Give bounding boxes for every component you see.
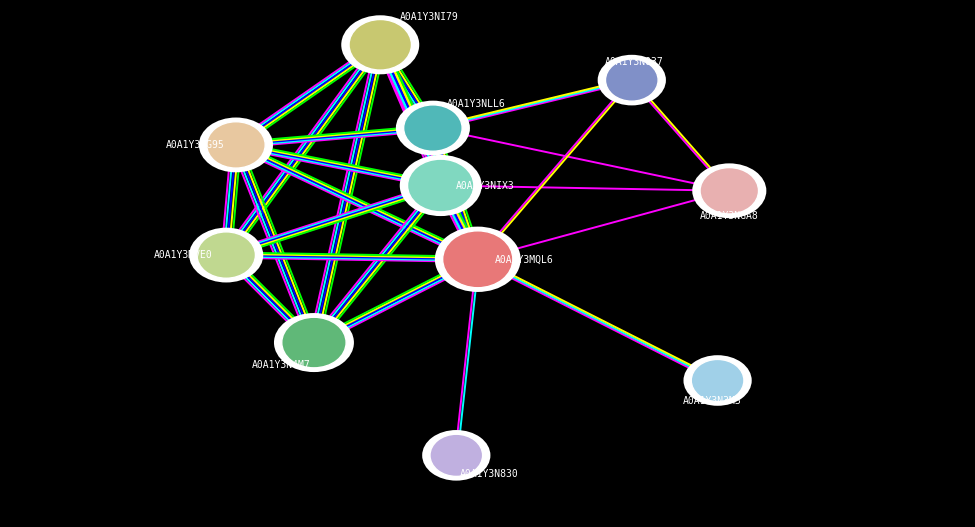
Ellipse shape bbox=[422, 430, 490, 481]
Ellipse shape bbox=[435, 227, 521, 292]
Ellipse shape bbox=[189, 228, 263, 282]
Ellipse shape bbox=[605, 59, 658, 101]
Text: A0A1Y3N4M7: A0A1Y3N4M7 bbox=[252, 360, 310, 369]
Text: A0A1Y3MVE0: A0A1Y3MVE0 bbox=[154, 250, 213, 260]
Ellipse shape bbox=[408, 159, 474, 212]
Ellipse shape bbox=[430, 434, 483, 476]
Ellipse shape bbox=[349, 19, 411, 70]
Text: A0A1Y3N830: A0A1Y3N830 bbox=[460, 470, 519, 479]
Text: A0A1Y3N037: A0A1Y3N037 bbox=[604, 57, 663, 67]
Ellipse shape bbox=[683, 355, 752, 406]
Ellipse shape bbox=[692, 163, 766, 218]
Text: A0A1Y3NI79: A0A1Y3NI79 bbox=[400, 12, 458, 22]
Text: A0A1Y3NLL6: A0A1Y3NLL6 bbox=[447, 99, 505, 109]
Ellipse shape bbox=[199, 118, 273, 172]
Ellipse shape bbox=[197, 232, 255, 278]
Ellipse shape bbox=[341, 15, 419, 74]
Text: A0A1Y3N3M3: A0A1Y3N3M3 bbox=[682, 396, 741, 405]
Ellipse shape bbox=[400, 155, 482, 216]
Text: A0A1Y3MQL6: A0A1Y3MQL6 bbox=[495, 255, 554, 264]
Text: A0A1Y3NIX3: A0A1Y3NIX3 bbox=[456, 181, 515, 190]
Ellipse shape bbox=[274, 313, 354, 372]
Ellipse shape bbox=[691, 359, 744, 402]
Ellipse shape bbox=[396, 101, 470, 155]
Text: A0A1Y3NGA8: A0A1Y3NGA8 bbox=[700, 211, 759, 221]
Ellipse shape bbox=[443, 231, 513, 288]
Ellipse shape bbox=[207, 122, 265, 168]
Text: A0A1Y3NG95: A0A1Y3NG95 bbox=[166, 140, 224, 150]
Ellipse shape bbox=[598, 55, 666, 105]
Ellipse shape bbox=[700, 168, 759, 214]
Ellipse shape bbox=[404, 105, 462, 151]
Ellipse shape bbox=[282, 317, 346, 368]
